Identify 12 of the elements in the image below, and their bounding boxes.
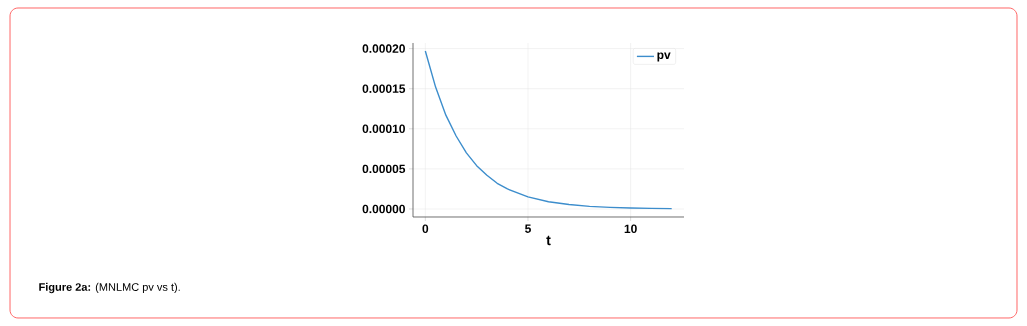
- legend-label: pv: [657, 52, 671, 62]
- text: Figure 2a: (MNLMC pv vs t).: [39, 282, 180, 294]
- x-tick-label: 5: [525, 224, 531, 233]
- y-tick-label: 0.00020: [362, 44, 405, 53]
- y-tick-label: 0.00010: [362, 124, 405, 134]
- x-tick-label: 0: [422, 224, 429, 234]
- y-tick-label: 0.00000: [362, 204, 405, 214]
- y-tick-label: 0.00015: [362, 84, 406, 93]
- y-tick-label: 0.00005: [362, 164, 406, 174]
- x-tick-label: 10: [624, 224, 637, 234]
- x-axis-title: t: [546, 235, 551, 246]
- line-series: [424, 50, 673, 210]
